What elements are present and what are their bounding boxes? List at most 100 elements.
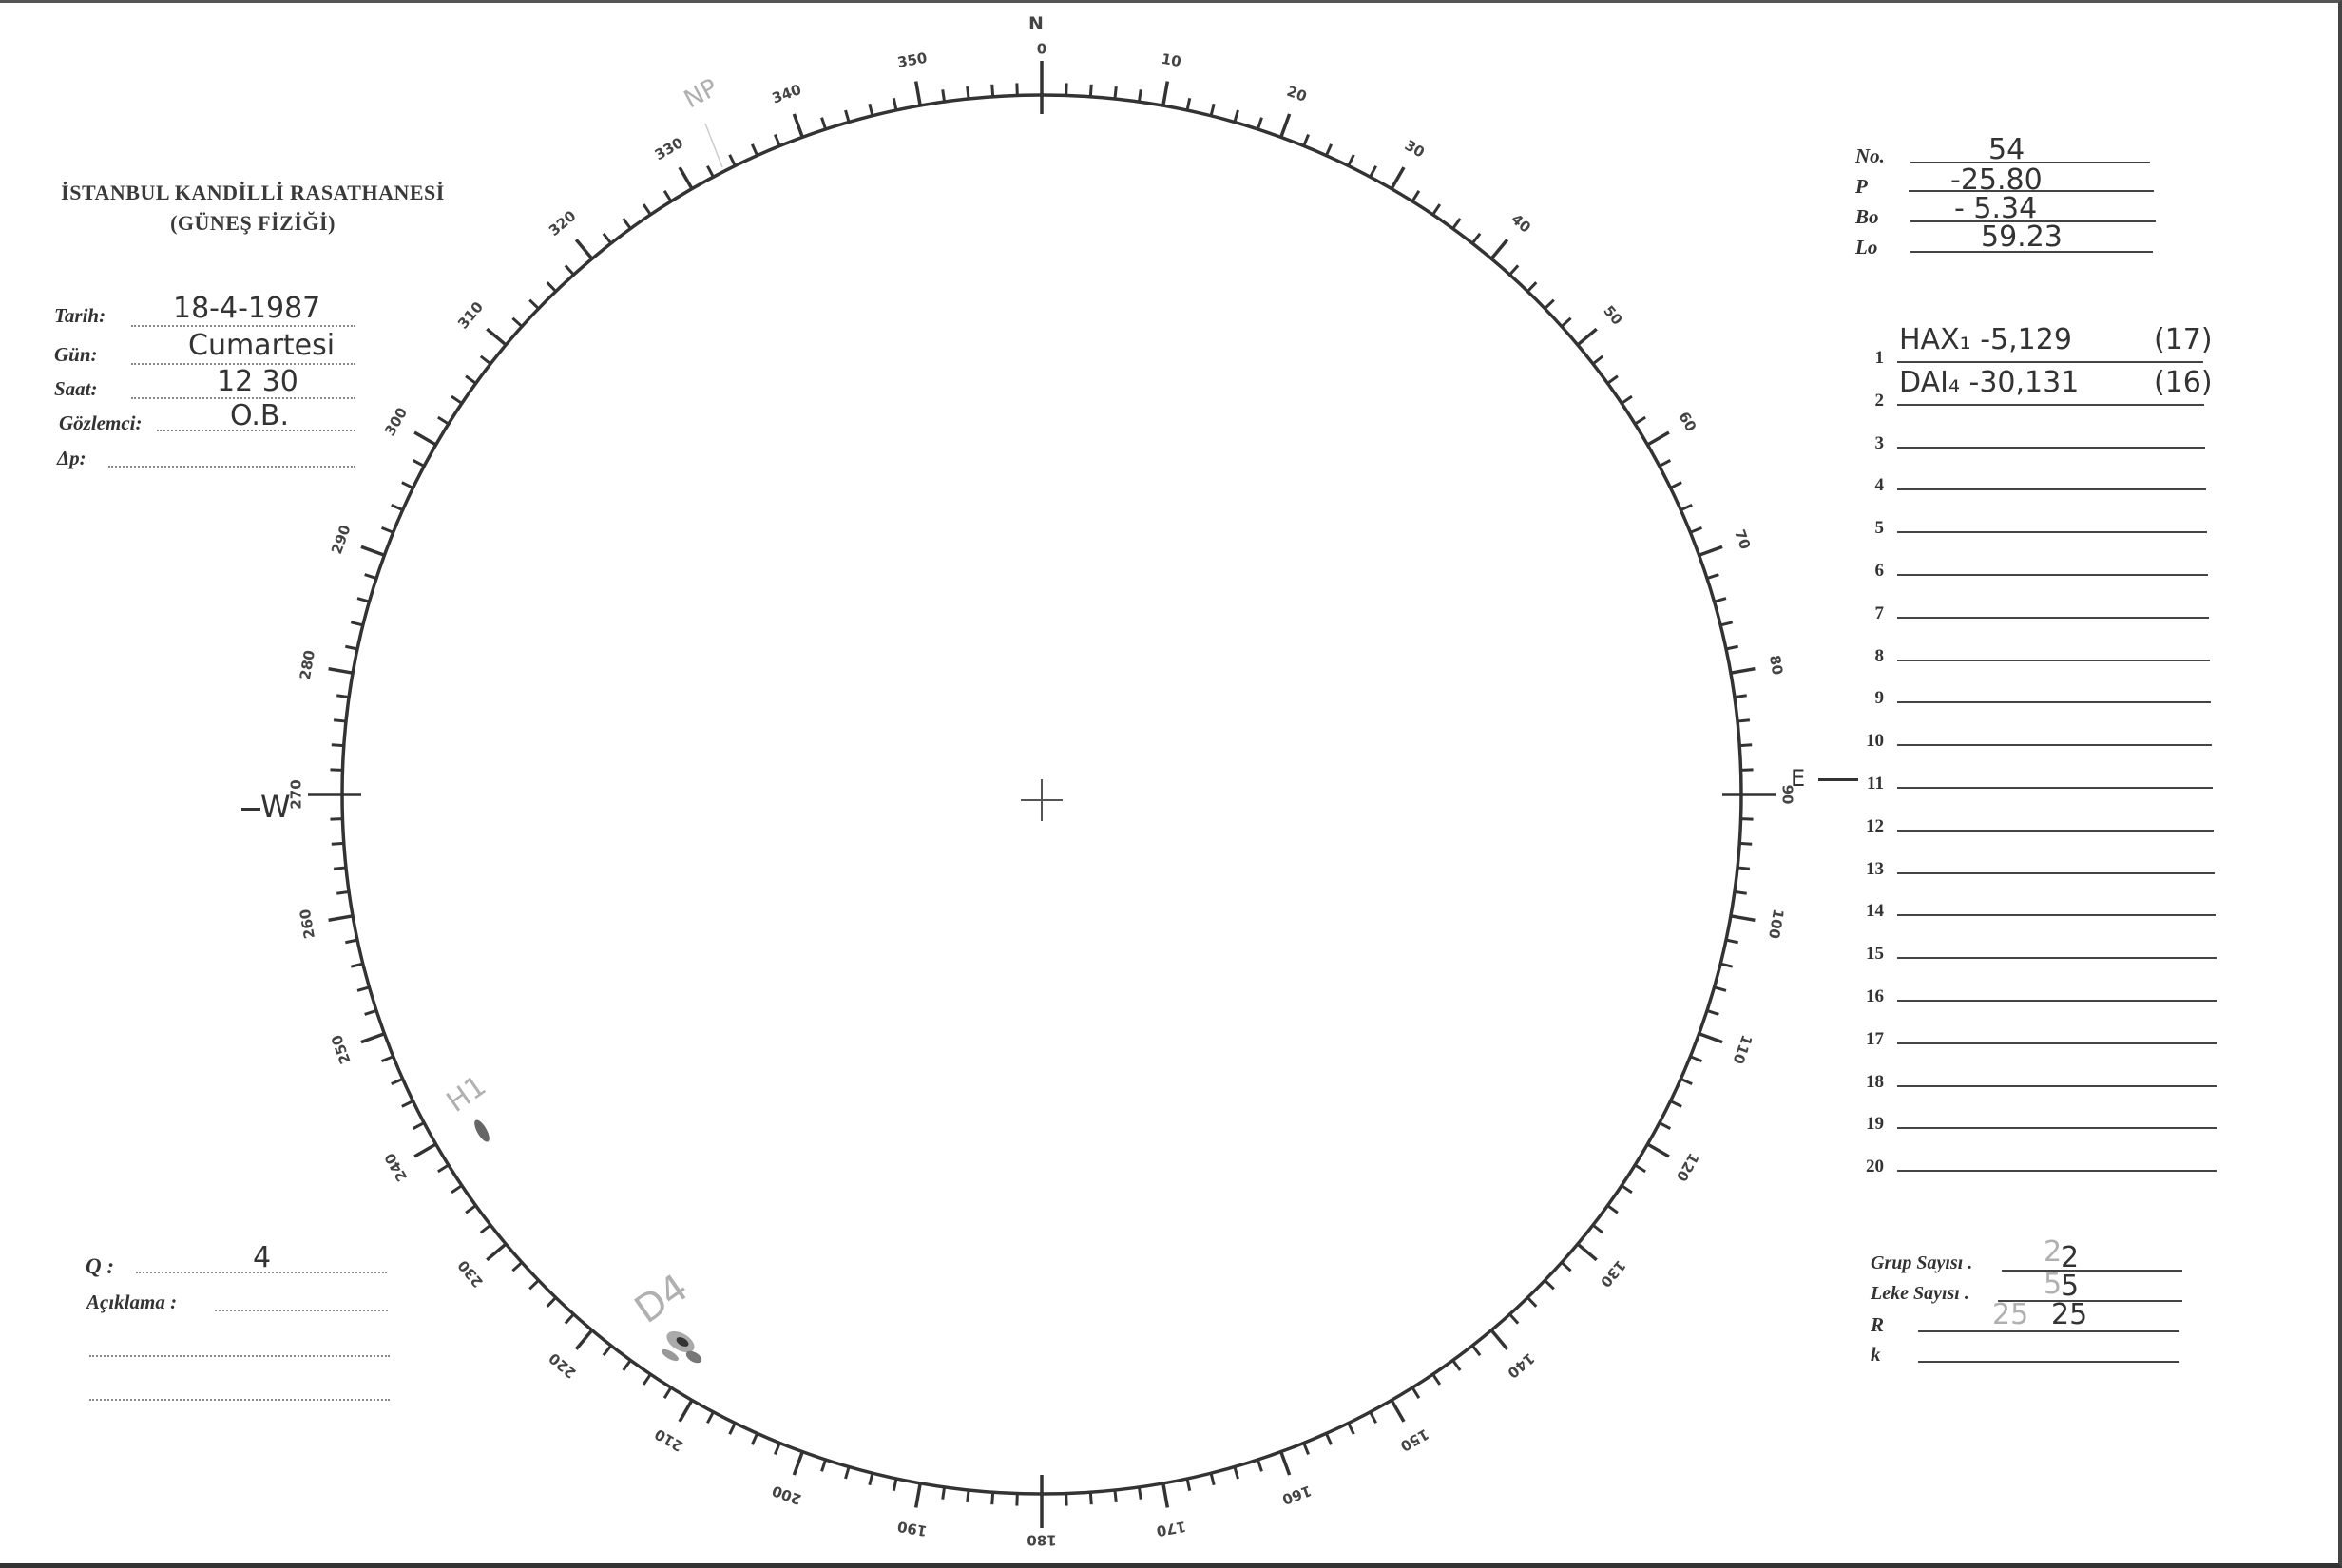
scale-label: 0 bbox=[1037, 41, 1046, 58]
scale-tick bbox=[402, 1101, 413, 1107]
scale-tick bbox=[1735, 891, 1747, 893]
scale-tick bbox=[822, 118, 826, 129]
scale-tick bbox=[1371, 166, 1376, 177]
scale-tick bbox=[624, 219, 631, 229]
scale-tick bbox=[1392, 1400, 1404, 1422]
scale-tick bbox=[329, 669, 354, 674]
scale-label: 20 bbox=[1284, 83, 1309, 105]
scale-tick bbox=[1349, 155, 1354, 166]
scale-tick bbox=[1635, 1165, 1645, 1172]
scale-label: 250 bbox=[328, 1033, 355, 1067]
scale-tick bbox=[893, 98, 896, 110]
scale-tick bbox=[1647, 432, 1669, 445]
north-label: N bbox=[1028, 13, 1044, 34]
scale-tick bbox=[1593, 1225, 1603, 1233]
scale-tick bbox=[345, 646, 357, 649]
scale-tick bbox=[365, 575, 376, 579]
scale-tick bbox=[512, 318, 522, 327]
scale-tick bbox=[1545, 1280, 1553, 1289]
scale-tick bbox=[1737, 868, 1750, 869]
scale-tick bbox=[1163, 1483, 1168, 1508]
scale-tick bbox=[334, 868, 346, 869]
scale-tick bbox=[775, 1443, 779, 1454]
scale-label: 40 bbox=[1507, 210, 1534, 236]
scale-label: 70 bbox=[1731, 527, 1754, 552]
scale-label: 310 bbox=[454, 298, 487, 333]
scale-tick bbox=[1257, 118, 1261, 129]
scale-tick bbox=[1412, 191, 1419, 201]
scale-tick bbox=[1211, 104, 1214, 116]
scale-tick bbox=[1527, 1297, 1536, 1306]
scale-tick bbox=[481, 1225, 490, 1233]
scale-tick bbox=[1731, 916, 1756, 921]
scale-tick bbox=[1578, 1244, 1597, 1260]
sunspot-h1 bbox=[471, 1118, 492, 1144]
scale-label: 50 bbox=[1600, 302, 1625, 329]
scale-tick bbox=[1235, 110, 1238, 122]
scale-tick bbox=[382, 527, 394, 532]
scale-tick bbox=[1635, 417, 1645, 424]
scale-label: 150 bbox=[1397, 1425, 1431, 1455]
scale-tick bbox=[365, 1010, 376, 1014]
scale-tick bbox=[1699, 546, 1722, 555]
scale-tick bbox=[576, 239, 592, 258]
scale-tick bbox=[752, 1433, 757, 1444]
scale-tick bbox=[529, 300, 538, 309]
scale-tick bbox=[1707, 1010, 1718, 1014]
scale-tick bbox=[529, 1280, 538, 1289]
scale-tick bbox=[1491, 239, 1507, 258]
scale-tick bbox=[916, 1483, 921, 1508]
scale-tick bbox=[487, 1244, 506, 1260]
scale-tick bbox=[451, 396, 462, 403]
scale-tick bbox=[392, 505, 403, 509]
scale-tick bbox=[1671, 1101, 1682, 1107]
scale-tick bbox=[1720, 964, 1733, 966]
scale-tick bbox=[968, 86, 969, 99]
scale-tick bbox=[1472, 234, 1480, 243]
scale-label: 160 bbox=[1280, 1482, 1315, 1508]
scale-label: 100 bbox=[1765, 908, 1787, 940]
scale-tick bbox=[1690, 1057, 1701, 1061]
scale-tick bbox=[1622, 396, 1632, 403]
scale-tick bbox=[357, 987, 369, 991]
scale-tick bbox=[345, 940, 357, 943]
scale-label: 180 bbox=[1027, 1532, 1056, 1549]
scale-tick bbox=[1562, 1262, 1571, 1271]
scale-tick bbox=[329, 916, 354, 921]
scale-tick bbox=[357, 599, 369, 602]
scale-tick bbox=[481, 356, 490, 364]
scale-tick bbox=[1690, 527, 1701, 532]
west-label: W bbox=[260, 789, 291, 825]
scale-tick bbox=[1578, 329, 1597, 345]
scale-tick bbox=[547, 1297, 556, 1306]
scale-tick bbox=[1115, 86, 1116, 99]
scale-tick bbox=[1257, 1460, 1261, 1471]
scale-label: 330 bbox=[652, 134, 686, 163]
scale-tick bbox=[1304, 135, 1309, 146]
scale-label: 130 bbox=[1597, 1256, 1629, 1291]
scale-tick bbox=[664, 191, 671, 201]
scale-label: 190 bbox=[896, 1518, 929, 1539]
scale-tick bbox=[870, 104, 873, 116]
scale-tick bbox=[332, 745, 344, 746]
scale-label: 80 bbox=[1766, 654, 1786, 677]
scale-tick bbox=[1433, 204, 1440, 215]
scale-tick bbox=[1163, 82, 1168, 106]
scale-tick bbox=[1491, 1330, 1507, 1349]
scale-tick bbox=[334, 720, 346, 721]
scale-tick bbox=[752, 144, 757, 156]
scale-tick bbox=[512, 1262, 522, 1271]
scale-tick bbox=[664, 1387, 671, 1398]
scale-tick bbox=[943, 89, 945, 102]
scale-tick bbox=[870, 1473, 873, 1485]
scale-tick bbox=[1707, 575, 1718, 579]
scale-tick bbox=[1281, 1452, 1290, 1475]
scale-label: 280 bbox=[297, 649, 318, 681]
scale-label: 350 bbox=[896, 49, 929, 71]
scale-tick bbox=[1607, 1206, 1618, 1214]
scale-tick bbox=[1593, 356, 1603, 364]
scale-tick bbox=[916, 82, 921, 106]
scale-tick bbox=[451, 1186, 462, 1193]
scale-tick bbox=[1737, 720, 1750, 721]
scale-tick bbox=[1304, 1443, 1309, 1454]
